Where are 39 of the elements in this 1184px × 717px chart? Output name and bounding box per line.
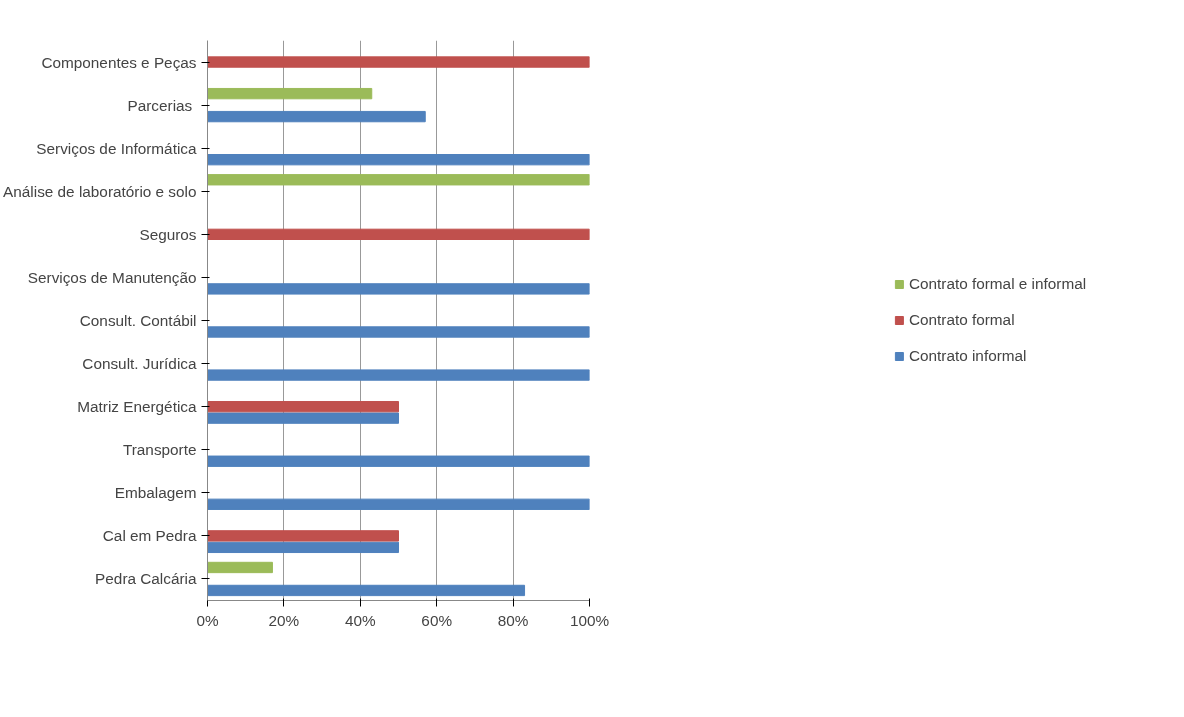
bar [207,283,590,295]
x-tick-label: 0% [196,611,219,629]
bar [207,174,590,186]
bar [207,412,399,424]
y-tick-label: Pedra Calcária [95,570,197,588]
bar [207,541,399,554]
y-tick-label: Consult. Contábil [79,312,197,329]
y-tick-label: Cal em Pedra [102,527,197,545]
y-tick-label: Consult. Jurídica [82,355,197,373]
y-tick-label: Seguros [139,225,197,243]
y-tick-label: Matriz Energética [77,398,197,416]
legend-label: Contrato informal [908,347,1027,365]
y-tick-label: Transporte [122,441,197,459]
bar [207,561,273,574]
bar [207,154,590,166]
x-tick-label: 80% [497,611,529,629]
legend-label: Contrato formal [908,311,1015,329]
y-tick-label: Serviços de Manutenção [27,268,197,286]
bar [207,87,373,100]
y-tick-label: Análise de laboratório e solo [3,182,197,200]
bar [207,228,590,241]
bar [207,369,590,381]
bar [207,530,399,542]
bar [207,498,590,510]
bar [207,56,590,68]
bar [207,584,526,597]
bar [207,326,590,338]
y-tick-label: Serviços de Informática [36,139,197,157]
x-tick-label: 40% [344,611,377,629]
x-tick-label: 20% [268,611,300,629]
bar [207,455,590,467]
y-tick-label: Parcerias [127,96,193,114]
bar [207,400,399,413]
x-tick-label: 100% [569,611,610,629]
x-tick-label: 60% [421,611,453,629]
bar [207,110,426,123]
y-tick-label: Embalagem [114,484,197,502]
y-tick-label: Componentes e Peças [41,53,197,71]
legend-label: Contrato formal e informal [908,275,1087,293]
